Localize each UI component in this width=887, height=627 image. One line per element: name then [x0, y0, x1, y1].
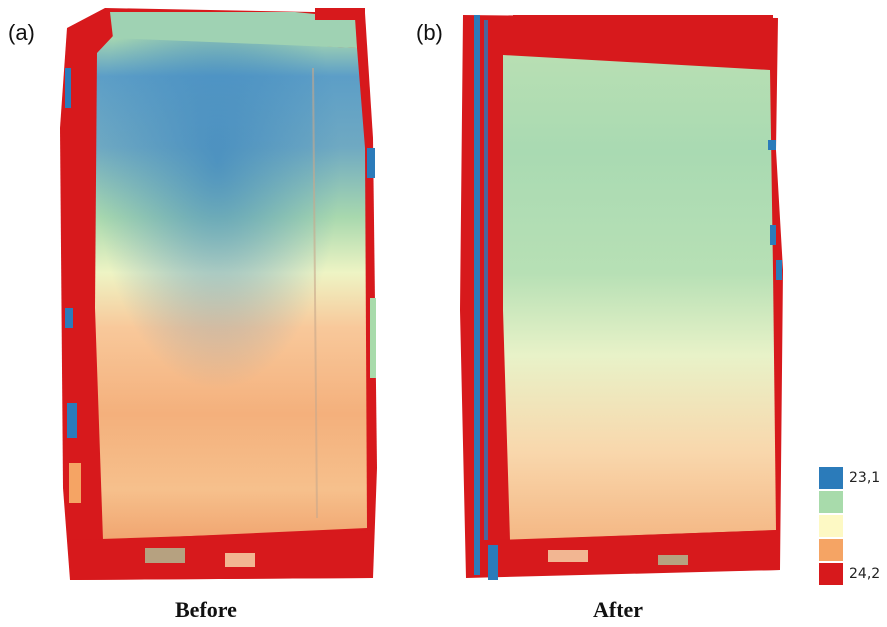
- legend-swatch-5: [819, 563, 843, 585]
- thermal-map-after: [458, 10, 783, 582]
- legend-swatch-3: [819, 515, 843, 537]
- legend-swatch-2: [819, 491, 843, 513]
- legend-swatch-1: [819, 467, 843, 489]
- color-legend: 23,1 24,2: [819, 467, 887, 585]
- legend-swatch-4: [819, 539, 843, 561]
- caption-before: Before: [175, 597, 237, 623]
- thermal-map-before: [55, 8, 385, 583]
- legend-min-label: 23,1: [849, 470, 880, 486]
- panel-b-label: (b): [416, 20, 443, 46]
- caption-after: After: [593, 597, 643, 623]
- legend-max-label: 24,2: [849, 566, 880, 582]
- panel-a-label: (a): [8, 20, 35, 46]
